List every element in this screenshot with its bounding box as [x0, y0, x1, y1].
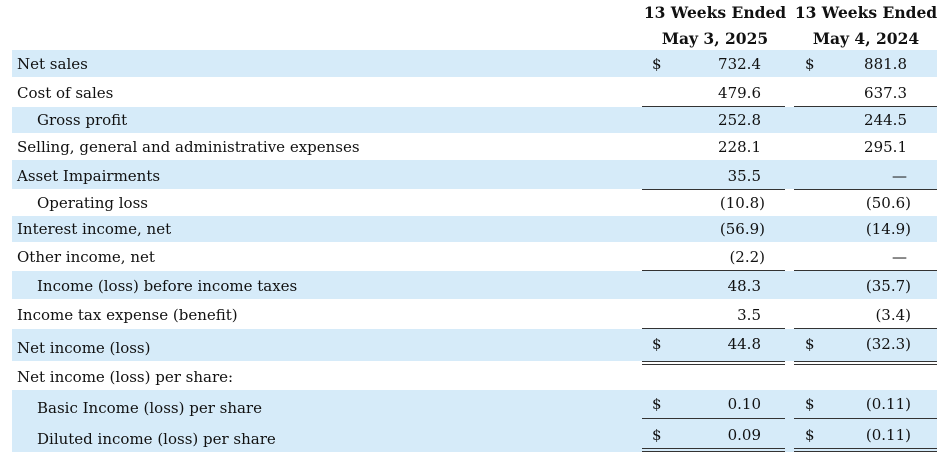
- value-2024: (0.11): [865, 426, 911, 444]
- value-2024: (0.11): [865, 395, 911, 413]
- table-row: Interest income, net (56.9) (14.9): [12, 216, 937, 242]
- row-label: Income (loss) before income taxes: [37, 277, 298, 295]
- table-row: Diluted income (loss) per share $ 0.09 $…: [12, 421, 937, 452]
- underline: [642, 270, 785, 271]
- row-label: Selling, general and administrative expe…: [17, 138, 360, 156]
- underline: [642, 328, 785, 329]
- table-row: Net income (loss) per share:: [12, 365, 937, 390]
- row-label: Diluted income (loss) per share: [37, 430, 276, 448]
- double-underline: [642, 361, 785, 365]
- row-label: Asset Impairments: [17, 167, 161, 185]
- double-underline: [642, 448, 785, 452]
- value-2024: (3.4): [875, 306, 911, 324]
- column-header-2025-line2: May 3, 2025: [661, 29, 769, 48]
- value-2025: 0.09: [727, 426, 761, 444]
- double-underline: [794, 448, 937, 452]
- currency-symbol: $: [805, 335, 815, 353]
- row-label: Other income, net: [17, 248, 155, 266]
- table-row: Operating loss (10.8) (50.6): [12, 190, 937, 216]
- currency-symbol: $: [652, 335, 662, 353]
- value-2024: (14.9): [865, 220, 911, 238]
- row-label: Net income (loss) per share:: [17, 368, 234, 386]
- value-2025: (10.8): [719, 194, 765, 212]
- double-underline: [794, 361, 937, 365]
- row-label: Net sales: [17, 55, 88, 73]
- value-2024: —: [892, 167, 907, 185]
- currency-symbol: $: [805, 395, 815, 413]
- row-label: Income tax expense (benefit): [17, 306, 238, 324]
- table-row: Cost of sales 479.6 637.3: [12, 77, 937, 106]
- underline: [794, 270, 937, 271]
- column-header-2025-line1: 13 Weeks Ended: [643, 3, 787, 22]
- currency-symbol: $: [805, 426, 815, 444]
- value-2025: 3.5: [737, 306, 761, 324]
- currency-symbol: $: [652, 395, 662, 413]
- row-label: Net income (loss): [17, 339, 151, 357]
- currency-symbol: $: [652, 55, 662, 73]
- value-2024: —: [892, 248, 907, 266]
- value-2024: (32.3): [865, 335, 911, 353]
- table-row: Net sales $ 732.4 $ 881.8: [12, 50, 937, 77]
- row-label: Gross profit: [37, 111, 128, 129]
- value-2025: (2.2): [729, 248, 765, 266]
- value-2025: 228.1: [718, 138, 761, 156]
- table-row: Income (loss) before income taxes 48.3 (…: [12, 271, 937, 299]
- currency-symbol: $: [805, 55, 815, 73]
- value-2025: 35.5: [727, 167, 761, 185]
- table-row: Income tax expense (benefit) 3.5 (3.4): [12, 299, 937, 328]
- value-2025: 44.8: [727, 335, 761, 353]
- value-2024: 244.5: [864, 111, 907, 129]
- value-2024: (50.6): [865, 194, 911, 212]
- value-2025: 0.10: [727, 395, 761, 413]
- row-label: Basic Income (loss) per share: [37, 399, 262, 417]
- row-label: Interest income, net: [17, 220, 172, 238]
- table-row: Net income (loss) $ 44.8 $ (32.3): [12, 329, 937, 361]
- column-header-2024-line2: May 4, 2024: [812, 29, 920, 48]
- underline: [794, 189, 937, 190]
- value-2024: 637.3: [864, 84, 907, 102]
- underline: [794, 106, 937, 107]
- table-row: Selling, general and administrative expe…: [12, 133, 937, 160]
- value-2024: (35.7): [865, 277, 911, 295]
- currency-symbol: $: [652, 426, 662, 444]
- value-2025: 479.6: [718, 84, 761, 102]
- table-row: Asset Impairments 35.5 —: [12, 160, 937, 189]
- value-2025: (56.9): [719, 220, 765, 238]
- table-row: Basic Income (loss) per share $ 0.10 $ (…: [12, 390, 937, 421]
- underline: [642, 189, 785, 190]
- table-row: Other income, net (2.2) —: [12, 242, 937, 270]
- row-label: Cost of sales: [17, 84, 114, 102]
- value-2024: 881.8: [864, 55, 907, 73]
- row-label: Operating loss: [37, 194, 148, 212]
- table-row: Gross profit 252.8 244.5: [12, 107, 937, 133]
- underline: [794, 328, 937, 329]
- value-2025: 732.4: [718, 55, 761, 73]
- value-2025: 48.3: [727, 277, 761, 295]
- value-2024: 295.1: [864, 138, 907, 156]
- value-2025: 252.8: [718, 111, 761, 129]
- underline: [642, 106, 785, 107]
- column-header-2024-line1: 13 Weeks Ended: [794, 3, 938, 22]
